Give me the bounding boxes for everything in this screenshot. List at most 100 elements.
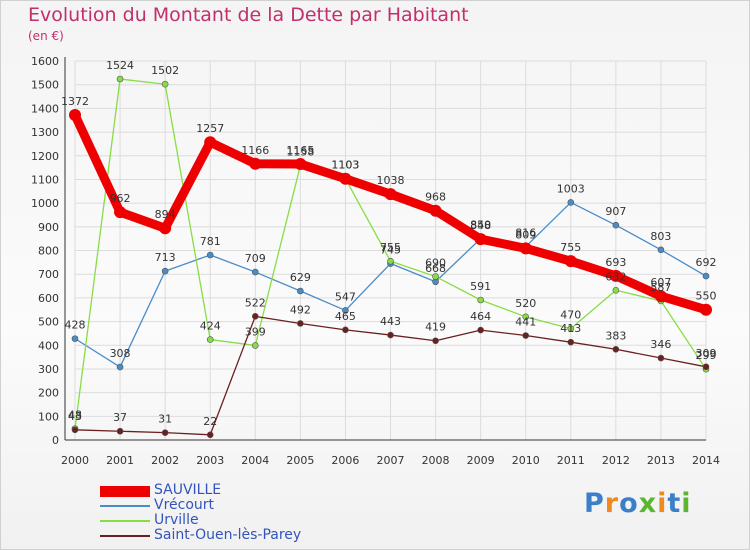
data-label: 299 [696, 349, 717, 362]
logo-letter: r [604, 488, 620, 519]
data-point [161, 429, 169, 436]
data-label: 607 [650, 276, 671, 289]
data-point [567, 199, 575, 206]
data-point [206, 336, 214, 343]
data-label: 441 [515, 316, 536, 329]
data-point [567, 325, 575, 332]
data-label: 1158 [286, 146, 314, 159]
x-tick-label: 2005 [286, 454, 314, 467]
chart-title: Evolution du Montant de la Dette par Hab… [28, 4, 469, 26]
data-point [519, 242, 532, 255]
y-tick-label: 500 [38, 316, 59, 329]
data-label: 309 [696, 347, 717, 360]
data-point [339, 172, 352, 185]
y-tick-label: 100 [38, 410, 59, 423]
data-label: 668 [425, 262, 446, 275]
data-label: 1103 [331, 159, 359, 172]
data-label: 962 [110, 192, 131, 205]
x-tick-label: 2001 [106, 454, 134, 467]
data-point [567, 338, 575, 346]
legend-label-sauville: SAUVILLE [154, 482, 222, 498]
data-label: 470 [560, 309, 581, 322]
data-point [477, 296, 484, 304]
data-label: 692 [696, 256, 717, 269]
data-point [206, 431, 214, 439]
y-tick-label: 800 [38, 245, 59, 258]
legend-label-vrecourt: Vrécourt [154, 497, 215, 513]
data-label: 43 [68, 410, 82, 423]
data-point [522, 313, 530, 321]
data-label: 591 [470, 280, 491, 293]
data-point [161, 267, 169, 275]
x-tick-label: 2002 [151, 454, 179, 467]
data-point [612, 221, 620, 229]
data-label: 850 [470, 219, 491, 232]
data-point [522, 332, 530, 339]
logo-letter: P [584, 488, 605, 519]
data-label: 443 [380, 315, 401, 328]
data-point [251, 342, 259, 349]
data-point [251, 268, 259, 276]
data-label: 1165 [286, 144, 314, 157]
data-point [654, 290, 667, 303]
x-tick-label: 2007 [377, 454, 405, 467]
x-tick-label: 2011 [557, 454, 585, 467]
legend-label-saint-ouen: Saint-Ouen-lès-Parey [154, 527, 302, 543]
data-point [116, 363, 124, 371]
y-tick-label: 700 [38, 268, 59, 281]
data-label: 308 [110, 347, 131, 360]
x-tick-label: 2012 [602, 454, 630, 467]
data-point [342, 307, 349, 314]
data-label: 809 [515, 228, 536, 241]
data-label: 48 [68, 409, 82, 422]
x-tick-label: 2000 [61, 454, 89, 467]
data-label: 848 [470, 219, 491, 232]
data-point [297, 320, 304, 327]
data-point [612, 345, 620, 353]
x-tick-label: 2006 [331, 454, 359, 467]
logo-letter: i [681, 488, 692, 519]
data-label: 587 [650, 281, 671, 294]
data-point [609, 269, 622, 282]
proxiti-logo: Proxiti [584, 488, 692, 519]
data-point [206, 251, 214, 259]
y-tick-label: 1000 [31, 197, 59, 210]
y-tick-label: 900 [38, 221, 59, 234]
data-point [204, 136, 217, 149]
data-label: 550 [696, 290, 717, 303]
x-tick-label: 2009 [467, 454, 495, 467]
legend-swatch-sauville [100, 486, 150, 497]
data-point [251, 313, 259, 320]
data-point [474, 233, 487, 246]
data-point [657, 246, 665, 254]
data-label: 1372 [61, 95, 89, 108]
data-point [429, 204, 442, 217]
x-tick-label: 2010 [512, 454, 540, 467]
data-label: 465 [335, 310, 356, 323]
x-tick-label: 2014 [692, 454, 720, 467]
logo-letter: i [657, 488, 668, 519]
x-tick-label: 2013 [647, 454, 675, 467]
data-point [387, 331, 394, 339]
data-point [702, 363, 710, 371]
data-point [612, 286, 620, 294]
data-label: 894 [155, 208, 176, 221]
y-tick-label: 400 [38, 339, 59, 352]
data-point [387, 257, 394, 265]
data-label: 713 [155, 251, 176, 264]
data-label: 816 [515, 227, 536, 240]
data-label: 1524 [106, 59, 134, 72]
data-label: 1103 [331, 159, 359, 172]
data-label: 413 [560, 322, 581, 335]
y-tick-label: 0 [52, 434, 59, 447]
y-tick-label: 1600 [31, 55, 59, 68]
data-label: 745 [380, 244, 401, 257]
legend-label-urville: Urville [154, 512, 199, 528]
y-tick-label: 1200 [31, 150, 59, 163]
data-point [432, 337, 439, 345]
data-label: 547 [335, 290, 356, 303]
data-label: 383 [605, 329, 626, 342]
data-label: 1003 [557, 182, 585, 195]
data-label: 968 [425, 191, 446, 204]
